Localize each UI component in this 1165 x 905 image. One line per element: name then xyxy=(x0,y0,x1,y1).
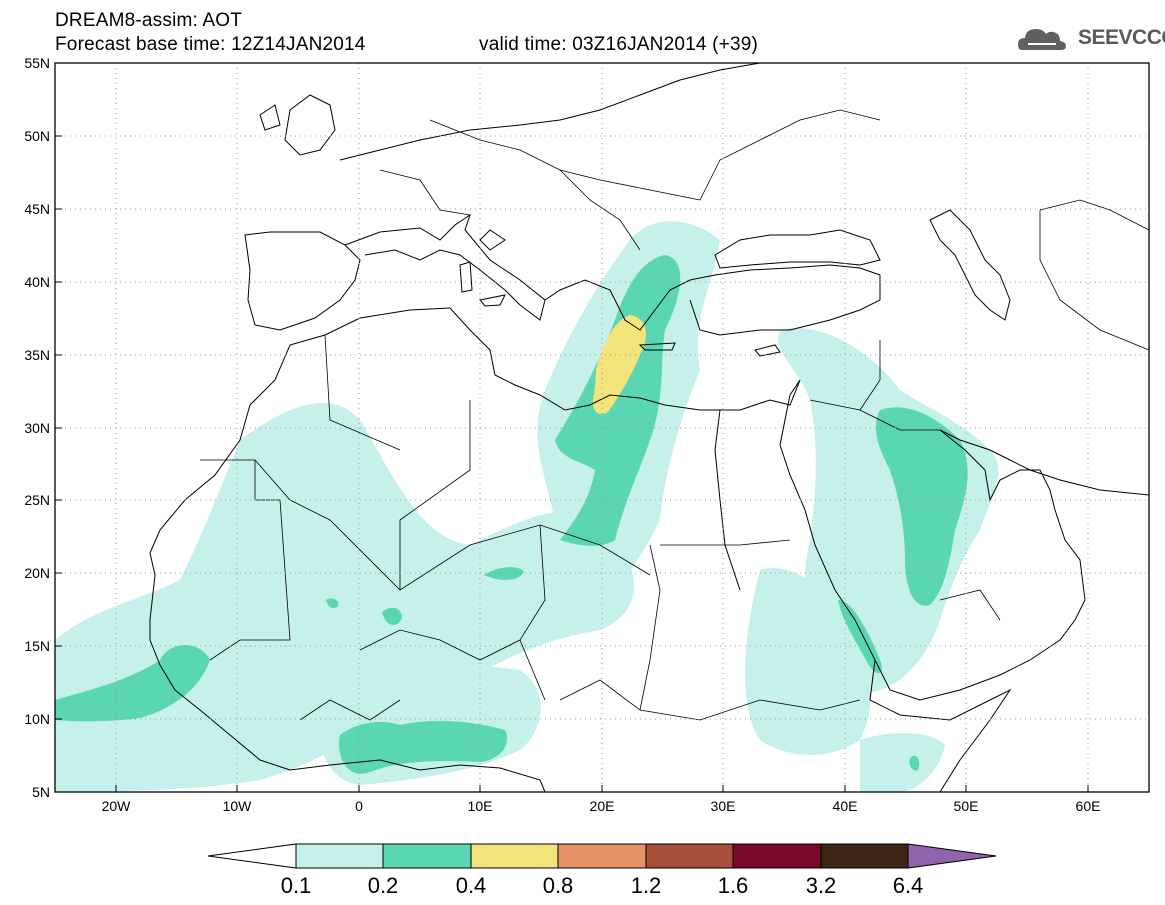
lon-label: 40E xyxy=(833,798,858,814)
colorbar-segment-1 xyxy=(295,843,384,869)
valid-time: valid time: 03Z16JAN2014 (+39) xyxy=(479,34,759,55)
lon-label: 30E xyxy=(711,798,736,814)
coastlines xyxy=(149,63,1149,792)
colorbar-segment-5 xyxy=(645,843,734,869)
lat-label: 35N xyxy=(24,347,50,363)
lon-label: 50E xyxy=(954,798,979,814)
lat-label: 55N xyxy=(24,55,50,71)
lat-label: 45N xyxy=(24,201,50,217)
forecast-base-time: Forecast base time: 12Z14JAN2014 xyxy=(55,34,366,55)
colorbar-tick: 6.4 xyxy=(893,873,924,898)
colorbar-segment-7 xyxy=(820,843,909,869)
map-title: DREAM8-assim: AOT xyxy=(55,10,243,31)
country-borders xyxy=(200,109,1149,721)
lon-labels: 20W 10W 0 10E 20E 30E 40E 50E 60E xyxy=(102,798,1101,814)
colorbar-tick: 0.2 xyxy=(368,873,399,898)
colorbar-segment-8 xyxy=(907,843,997,869)
colorbar-tick: 1.6 xyxy=(718,873,749,898)
colorbar-tick: 0.4 xyxy=(456,873,487,898)
lon-label: 20E xyxy=(590,798,615,814)
lat-label: 20N xyxy=(24,565,50,581)
axis-ticks xyxy=(55,62,1089,793)
lat-labels: 55N 50N 45N 40N 35N 30N 25N 20N 15N 10N … xyxy=(24,55,50,800)
lat-label: 25N xyxy=(24,492,50,508)
colorbar: 0.1 0.2 0.4 0.8 1.2 1.6 3.2 6.4 xyxy=(207,843,997,898)
lat-label: 30N xyxy=(24,420,50,436)
lat-label: 50N xyxy=(24,128,50,144)
colorbar-tick: 3.2 xyxy=(806,873,837,898)
lon-label: 20W xyxy=(102,798,132,814)
colorbar-segment-6 xyxy=(732,843,822,869)
cloud-icon xyxy=(1018,29,1066,50)
logo-text: SEEVCCC xyxy=(1078,26,1165,49)
time-info: Forecast base time: 12Z14JAN2014 valid ti… xyxy=(55,34,758,56)
colorbar-tick: 0.8 xyxy=(543,873,574,898)
colorbar-tick: 0.1 xyxy=(281,873,312,898)
lat-label: 5N xyxy=(32,784,50,800)
lon-label: 60E xyxy=(1076,798,1101,814)
colorbar-segment-0 xyxy=(207,843,297,869)
colorbar-segment-4 xyxy=(557,843,647,869)
lat-label: 40N xyxy=(24,274,50,290)
aot-shading xyxy=(55,221,999,792)
lat-label: 15N xyxy=(24,638,50,654)
lat-label: 10N xyxy=(24,711,50,727)
colorbar-segment-2 xyxy=(382,843,472,869)
lon-label: 0 xyxy=(355,798,363,814)
colorbar-tick: 1.2 xyxy=(631,873,662,898)
lon-label: 10E xyxy=(468,798,493,814)
colorbar-segment-3 xyxy=(470,843,559,869)
lon-label: 10W xyxy=(223,798,253,814)
